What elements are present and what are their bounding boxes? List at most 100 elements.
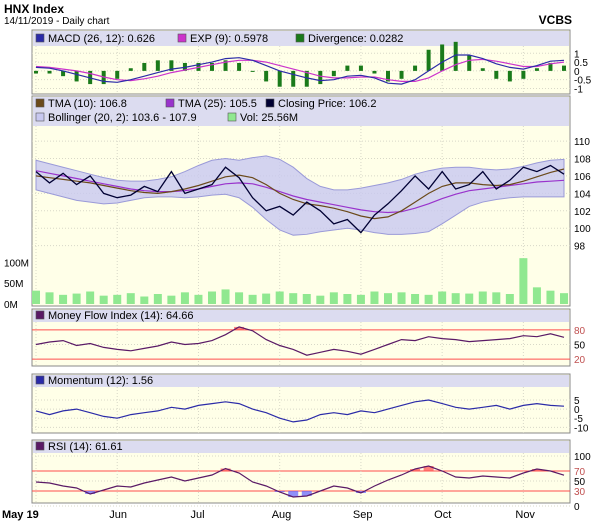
y-tick-label: 102 — [574, 207, 591, 218]
divergence-bar — [426, 49, 431, 71]
y-tick-label: 1 — [574, 49, 580, 60]
volume-tick-label: 50M — [4, 279, 23, 290]
volume-bar — [248, 294, 257, 304]
volume-bar — [465, 293, 474, 304]
mfi-line — [35, 326, 565, 356]
volume-tick-label: 100M — [4, 258, 29, 269]
volume-bar — [316, 295, 325, 304]
y-tick-label: 50 — [574, 477, 586, 488]
divergence-bar — [467, 55, 472, 71]
divergence-bar — [358, 65, 363, 71]
volume-bar — [59, 294, 68, 304]
x-tick-label: Aug — [272, 509, 292, 521]
divergence-bar — [413, 65, 418, 71]
rsi-line — [35, 465, 565, 498]
y-tick-label: 98 — [574, 242, 586, 253]
oversold-area — [85, 491, 96, 494]
volume-bar — [424, 294, 433, 304]
volume-bar — [384, 293, 392, 304]
divergence-bar — [440, 44, 445, 71]
price-line — [35, 164, 565, 234]
divergence-bar — [155, 60, 160, 71]
divergence-bar — [264, 70, 269, 82]
divergence-bar — [277, 70, 282, 87]
divergence-bar — [47, 70, 52, 74]
y-tick-label: 0 — [574, 502, 580, 513]
volume-bar — [208, 291, 216, 304]
legend-label: RSI (14): 61.61 — [48, 441, 123, 453]
volume-bar — [329, 292, 338, 304]
legend-swatch — [35, 441, 45, 451]
divergence-bar — [210, 62, 214, 71]
volume-bar — [451, 293, 460, 304]
volume-bar — [532, 287, 541, 304]
rsi-panel — [31, 439, 571, 507]
divergence-bar — [169, 60, 174, 71]
chart-date: 14/11/2019 - Daily chart — [4, 16, 110, 27]
divergence-bar — [34, 70, 38, 74]
legend-swatch — [35, 375, 45, 385]
legend-label: EXP (9): 0.5978 — [190, 33, 268, 45]
volume-bar — [302, 294, 311, 304]
volume-bar — [546, 290, 555, 304]
volume-bar — [45, 292, 54, 304]
volume-bar — [140, 296, 149, 304]
divergence-bar — [223, 60, 228, 71]
tma10-line — [35, 168, 565, 220]
legend-swatch — [35, 310, 45, 320]
legend-swatch — [35, 112, 45, 122]
legend-label: TMA (25): 105.5 — [178, 98, 257, 110]
volume-bar — [235, 292, 244, 304]
divergence-bar — [291, 70, 296, 87]
legend-label: Closing Price: 106.2 — [278, 98, 376, 110]
y-tick-label: 100 — [574, 452, 591, 463]
y-tick-label: 0 — [574, 405, 580, 416]
x-tick-label: Jul — [190, 509, 204, 521]
divergence-bar — [250, 70, 255, 72]
legend-swatch — [227, 112, 237, 122]
y-tick-label: -1 — [574, 84, 583, 95]
volume-bar — [262, 293, 271, 304]
volume-tick-label: 0M — [4, 300, 18, 311]
x-tick-label: Oct — [434, 509, 451, 521]
volume-bar — [438, 291, 447, 304]
volume-bar — [289, 293, 298, 304]
y-tick-label: -5 — [574, 414, 583, 425]
volume-bar — [492, 292, 501, 304]
divergence-bar — [304, 70, 309, 87]
divergence-bar — [331, 70, 336, 77]
divergence-bar — [61, 70, 66, 77]
source-label: VCBS — [538, 13, 572, 27]
y-tick-label: 5 — [574, 396, 580, 407]
overbought-area — [410, 469, 421, 471]
x-tick-label: May 19 — [2, 509, 39, 521]
divergence-bar — [507, 70, 512, 82]
volume-bar — [343, 294, 352, 304]
volume-bar — [194, 294, 203, 304]
y-tick-label: 0 — [574, 67, 580, 78]
divergence-bar — [345, 65, 350, 71]
x-tick-label: Sep — [353, 509, 373, 521]
y-tick-label: 108 — [574, 155, 591, 166]
y-tick-label: -0.5 — [574, 76, 592, 87]
volume-bar — [519, 258, 528, 304]
y-tick-label: 70 — [574, 467, 586, 478]
volume-bar — [86, 291, 95, 304]
divergence-bar — [237, 62, 242, 71]
divergence-bar — [521, 70, 526, 79]
divergence-bar — [115, 70, 120, 79]
chart-title: HNX Index — [4, 2, 65, 16]
volume-bar — [411, 294, 420, 304]
volume-bar — [126, 293, 135, 304]
momentum-line — [35, 399, 565, 423]
volume-bar — [153, 294, 162, 304]
oversold-area — [288, 491, 299, 497]
legend-label: Money Flow Index (14): 64.66 — [48, 310, 194, 322]
legend-swatch — [295, 33, 305, 43]
oversold-area — [355, 491, 366, 493]
macd-line — [35, 54, 565, 85]
volume-bar — [221, 289, 230, 304]
y-tick-label: 80 — [574, 326, 586, 337]
divergence-bar — [453, 41, 458, 71]
volume-bar — [505, 294, 514, 304]
